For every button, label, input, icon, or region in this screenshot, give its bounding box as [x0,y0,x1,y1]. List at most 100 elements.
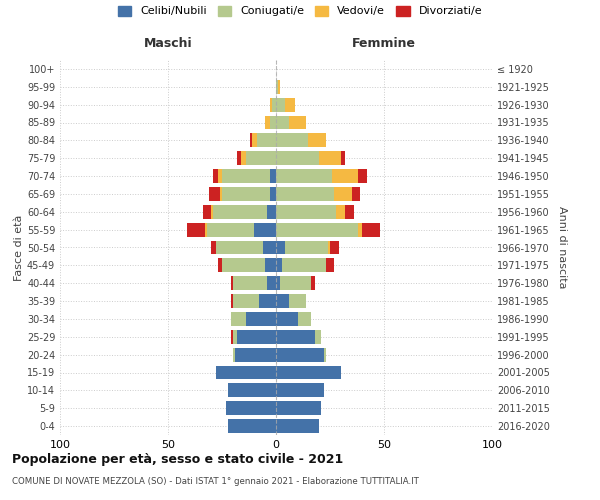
Bar [330,240,338,254]
Bar [326,258,334,272]
Bar [284,98,295,112]
Bar [214,205,268,219]
Bar [332,169,358,183]
Bar [268,205,276,219]
Bar [276,222,358,236]
Bar [276,401,322,415]
Bar [222,187,269,201]
Bar [289,294,306,308]
Bar [263,240,276,254]
Text: Popolazione per età, sesso e stato civile - 2021: Popolazione per età, sesso e stato civil… [12,452,343,466]
Bar [276,419,319,433]
Bar [276,98,284,112]
Bar [319,151,341,165]
Bar [315,330,322,344]
Bar [265,116,269,130]
Bar [358,222,362,236]
Bar [250,134,252,147]
Bar [230,294,233,308]
Bar [289,116,306,130]
Bar [276,330,315,344]
Bar [345,205,354,219]
Bar [276,187,334,201]
Bar [276,205,337,219]
Bar [229,419,276,433]
Bar [230,330,233,344]
Bar [276,276,280,290]
Bar [265,258,276,272]
Bar [207,222,254,236]
Bar [283,258,326,272]
Bar [257,134,276,147]
Bar [278,80,280,94]
Text: Femmine: Femmine [352,37,416,50]
Bar [241,151,246,165]
Bar [276,80,278,94]
Bar [211,240,215,254]
Legend: Celibi/Nubili, Coniugati/e, Vedovi/e, Divorziati/e: Celibi/Nubili, Coniugati/e, Vedovi/e, Di… [118,6,482,16]
Bar [215,240,263,254]
Bar [187,222,205,236]
Bar [230,276,233,290]
Bar [218,169,222,183]
Bar [341,151,345,165]
Bar [276,151,319,165]
Bar [230,312,246,326]
Bar [328,240,330,254]
Text: COMUNE DI NOVATE MEZZOLA (SO) - Dati ISTAT 1° gennaio 2021 - Elaborazione TUTTIT: COMUNE DI NOVATE MEZZOLA (SO) - Dati IST… [12,478,419,486]
Bar [276,384,323,398]
Bar [218,258,222,272]
Bar [205,222,207,236]
Bar [276,116,289,130]
Bar [215,366,276,380]
Bar [233,294,259,308]
Bar [222,258,265,272]
Bar [276,240,284,254]
Bar [308,134,326,147]
Bar [233,276,268,290]
Bar [276,348,323,362]
Bar [220,187,222,201]
Bar [334,187,352,201]
Bar [246,151,276,165]
Bar [276,169,332,183]
Bar [276,294,289,308]
Bar [203,205,211,219]
Bar [259,294,276,308]
Bar [226,401,276,415]
Bar [323,348,326,362]
Text: Maschi: Maschi [143,37,193,50]
Bar [237,151,241,165]
Bar [233,330,237,344]
Bar [362,222,380,236]
Bar [233,348,235,362]
Y-axis label: Fasce di età: Fasce di età [14,214,24,280]
Bar [268,276,276,290]
Bar [269,187,276,201]
Bar [311,276,315,290]
Bar [237,330,276,344]
Bar [222,169,269,183]
Bar [235,348,276,362]
Bar [276,366,341,380]
Bar [337,205,345,219]
Bar [280,276,311,290]
Y-axis label: Anni di nascita: Anni di nascita [557,206,566,289]
Bar [352,187,360,201]
Bar [272,98,276,112]
Bar [209,187,220,201]
Bar [284,240,328,254]
Bar [246,312,276,326]
Bar [276,258,283,272]
Bar [214,169,218,183]
Bar [229,384,276,398]
Bar [269,98,272,112]
Bar [211,205,214,219]
Bar [254,222,276,236]
Bar [269,169,276,183]
Bar [298,312,311,326]
Bar [252,134,257,147]
Bar [269,116,276,130]
Bar [276,312,298,326]
Bar [276,134,308,147]
